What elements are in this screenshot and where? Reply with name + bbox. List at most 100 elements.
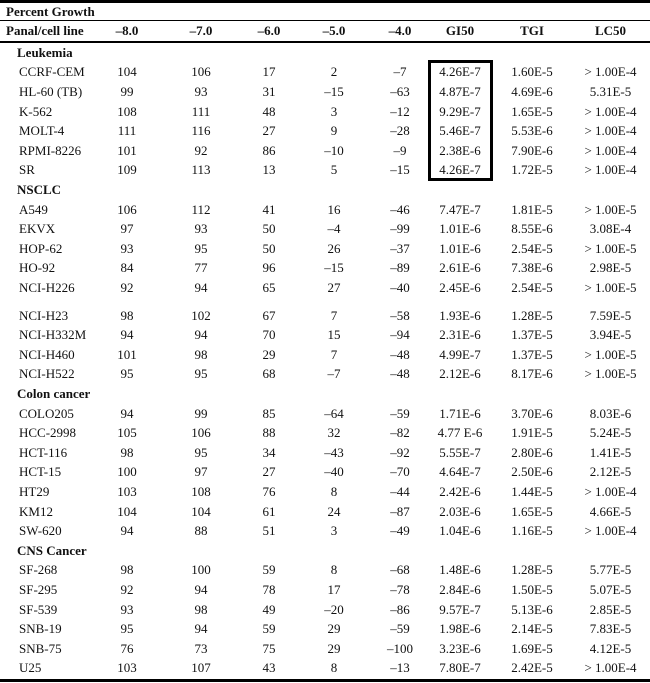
column-header: –5.0 bbox=[322, 23, 346, 38]
table-cell: 49 bbox=[262, 601, 276, 617]
table-cell: 105 bbox=[117, 425, 137, 441]
table-cell: 8 bbox=[330, 483, 338, 499]
table-cell: 97 bbox=[120, 221, 134, 237]
table-cell: 8 bbox=[330, 562, 338, 578]
table-cell: 95 bbox=[194, 444, 208, 460]
cell-line-name: K-562 bbox=[19, 103, 53, 119]
cell-line-name: MOLT-4 bbox=[19, 123, 65, 139]
table-cell: –70 bbox=[390, 464, 410, 480]
cell-line-name: HT29 bbox=[19, 483, 50, 499]
table-cell: 1.98E-6 bbox=[439, 621, 481, 637]
table-row: SF-539 93 98 49 –20 –86 9.57E-7 5.13E-6 2.85E-5 bbox=[0, 600, 650, 620]
table-cell: > 1.00E-4 bbox=[584, 123, 637, 139]
table-cell: 94 bbox=[194, 581, 208, 597]
table-cell: 27 bbox=[262, 123, 276, 139]
table-cell: 102 bbox=[191, 307, 211, 323]
table-cell: 3.08E-4 bbox=[589, 221, 632, 237]
table-cell: 4.64E-7 bbox=[439, 464, 481, 480]
cell-line-name: HO-92 bbox=[19, 260, 56, 276]
header-row: Panal/cell line –8.0 –7.0 –6.0 –5.0 –4.0 GI50 T… bbox=[0, 21, 650, 41]
table-cell: 48 bbox=[262, 103, 276, 119]
top-rule bbox=[0, 0, 650, 3]
table-row: A549 106 112 41 16 –46 7.47E-7 1.81E-5 > 1.00E-5 bbox=[0, 200, 650, 220]
table-cell: 5 bbox=[330, 162, 338, 178]
cell-line-name: SNB-19 bbox=[19, 621, 62, 637]
table-cell: 5.55E-7 bbox=[439, 444, 481, 460]
table-cell: 2.14E-5 bbox=[511, 621, 553, 637]
column-header: LC50 bbox=[594, 23, 627, 38]
table-cell: 108 bbox=[191, 483, 211, 499]
table-cell: 2.61E-6 bbox=[439, 260, 481, 276]
group-row: Colon cancer bbox=[0, 384, 650, 404]
table-cell: 106 bbox=[191, 425, 211, 441]
group-row: NSCLC bbox=[0, 180, 650, 200]
table-cell: 103 bbox=[117, 483, 137, 499]
table-cell: 88 bbox=[194, 523, 208, 539]
cell-line-name: SF-539 bbox=[19, 601, 58, 617]
table-cell: 3.94E-5 bbox=[589, 327, 632, 343]
table-cell: 7.90E-6 bbox=[511, 142, 553, 158]
table-cell: 1.65E-5 bbox=[511, 103, 553, 119]
table-cell: 97 bbox=[194, 464, 208, 480]
group-label: CNS Cancer bbox=[17, 542, 87, 558]
table-cell: > 1.00E-5 bbox=[584, 346, 637, 362]
table-row: EKVX 97 93 50 –4 –99 1.01E-6 8.55E-6 3.08E-4 bbox=[0, 219, 650, 239]
table-cell: 85 bbox=[262, 405, 276, 421]
table-row: HT29 103 108 76 8 –44 2.42E-6 1.44E-5 > 1.00E-4 bbox=[0, 482, 650, 502]
table-cell: > 1.00E-4 bbox=[584, 142, 637, 158]
table-cell: 98 bbox=[194, 346, 208, 362]
cell-line-name: EKVX bbox=[19, 221, 56, 237]
table-cell: 29 bbox=[327, 640, 341, 656]
table-cell: 1.50E-5 bbox=[511, 581, 553, 597]
table-cell: 1.93E-6 bbox=[439, 307, 481, 323]
table-cell: 99 bbox=[194, 405, 208, 421]
table-row: K-562 108 111 48 3 –12 9.29E-7 1.65E-5 > 1.00E-4 bbox=[0, 102, 650, 122]
table-cell: 116 bbox=[191, 123, 211, 139]
table-cell: 1.01E-6 bbox=[439, 240, 481, 256]
table-cell: –15 bbox=[390, 162, 410, 178]
table-cell: 1.28E-5 bbox=[511, 307, 553, 323]
table-cell: 104 bbox=[117, 64, 137, 80]
group-label: Leukemia bbox=[17, 44, 73, 60]
table-cell: 94 bbox=[120, 405, 134, 421]
table-cell: 3.70E-6 bbox=[511, 405, 553, 421]
table-cell: 5.07E-5 bbox=[589, 581, 632, 597]
table-cell: –40 bbox=[324, 464, 344, 480]
column-header: TGI bbox=[520, 23, 544, 38]
table-cell: 103 bbox=[117, 660, 137, 676]
table-row: MOLT-4 111 116 27 9 –28 5.46E-7 5.53E-6 > 1.00E-… bbox=[0, 121, 650, 141]
table-cell: 1.69E-5 bbox=[511, 640, 553, 656]
table-cell: 50 bbox=[262, 221, 276, 237]
table-cell: 4.12E-5 bbox=[589, 640, 632, 656]
table-cell: 2.80E-6 bbox=[511, 444, 553, 460]
table-cell: 5.13E-6 bbox=[511, 601, 553, 617]
table-cell: 76 bbox=[120, 640, 134, 656]
table-cell: 92 bbox=[120, 581, 134, 597]
table-cell: 5.24E-5 bbox=[589, 425, 632, 441]
group-label: Colon cancer bbox=[17, 385, 91, 401]
table-cell: 111 bbox=[191, 103, 211, 119]
table-cell: > 1.00E-4 bbox=[584, 523, 637, 539]
table-cell: 1.01E-6 bbox=[439, 221, 481, 237]
table-cell: 75 bbox=[262, 640, 276, 656]
cell-line-name: NCI-H332M bbox=[19, 327, 87, 343]
table-cell: 26 bbox=[327, 240, 341, 256]
table-row: HCT-116 98 95 34 –43 –92 5.55E-7 2.80E-6 1.41E-5 bbox=[0, 443, 650, 463]
table-row: NCI-H23 98 102 67 7 –58 1.93E-6 1.28E-5 7.59E-5 bbox=[0, 306, 650, 326]
table-cell: 2.03E-6 bbox=[439, 503, 481, 519]
bottom-rule bbox=[0, 679, 650, 682]
table-cell: 78 bbox=[262, 581, 276, 597]
cell-line-name: SR bbox=[19, 162, 35, 178]
table-cell: 96 bbox=[262, 260, 276, 276]
table-title: Percent Growth bbox=[6, 4, 95, 19]
column-header: –6.0 bbox=[257, 23, 281, 38]
table-cell: 107 bbox=[191, 660, 211, 676]
table-row: HOP-62 93 95 50 26 –37 1.01E-6 2.54E-5 > 1.00E-5 bbox=[0, 239, 650, 259]
table-cell: 109 bbox=[117, 162, 137, 178]
table-cell: 88 bbox=[262, 425, 276, 441]
column-header: GI50 bbox=[445, 23, 475, 38]
cell-line-name: U25 bbox=[19, 660, 42, 676]
table-cell: –48 bbox=[390, 346, 410, 362]
table-cell: 94 bbox=[120, 523, 134, 539]
table-cell: 93 bbox=[194, 221, 208, 237]
